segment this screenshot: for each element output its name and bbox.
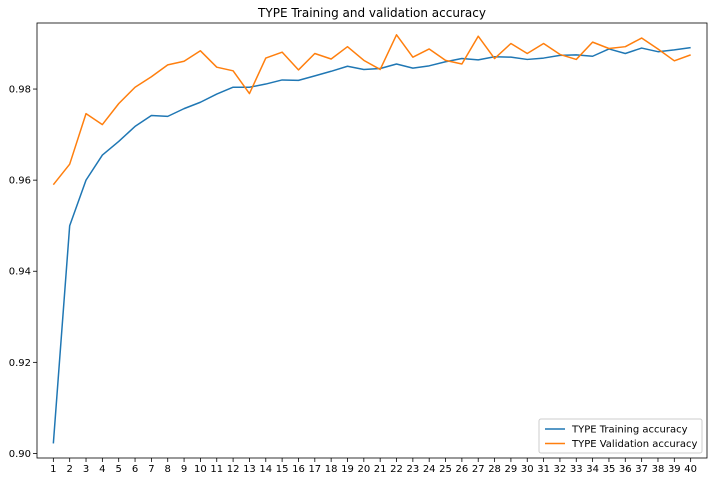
y-tick-label: 0.94 [9,267,31,278]
x-tick-label: 10 [194,464,207,475]
x-tick-label: 4 [99,464,105,475]
x-tick-label: 33 [570,464,583,475]
x-tick-label: 34 [586,464,599,475]
x-tick-label: 6 [132,464,138,475]
x-tick-label: 7 [148,464,154,475]
x-tick-label: 32 [554,464,567,475]
x-tick-label: 39 [668,464,681,475]
x-tick-label: 21 [374,464,387,475]
x-tick-label: 38 [652,464,665,475]
x-tick-label: 26 [456,464,469,475]
y-tick-label: 0.98 [9,85,31,96]
x-tick-label: 14 [259,464,272,475]
plot-frame [36,22,708,459]
x-tick-label: 25 [439,464,452,475]
legend-box [538,418,703,454]
x-tick-label: 36 [619,464,632,475]
y-axis: 0.90 0.92 0.94 0.96 0.98 [9,85,37,460]
x-tick-label: 8 [165,464,171,475]
x-tick-label: 24 [423,464,436,475]
x-tick-label: 37 [635,464,648,475]
x-tick-label: 28 [488,464,501,475]
chart-title: TYPE Training and validation accuracy [257,6,486,20]
x-tick-label: 27 [472,464,485,475]
x-tick-label: 12 [227,464,240,475]
y-tick-label: 0.90 [9,449,31,460]
x-tick-label: 20 [357,464,370,475]
x-tick-label: 23 [406,464,419,475]
y-tick-label: 0.92 [9,358,31,369]
training-accuracy-line [52,46,691,444]
x-tick-label: 9 [181,464,187,475]
x-tick-label: 40 [684,464,697,475]
y-tick-label: 0.96 [9,176,31,187]
x-tick-label: 15 [276,464,289,475]
x-tick-label: 30 [521,464,534,475]
x-tick-label: 29 [505,464,518,475]
legend: TYPE Training accuracy TYPE Validation ac… [538,418,703,454]
x-tick-label: 17 [308,464,321,475]
legend-entry: TYPE Validation accuracy [571,439,698,450]
series-lines [52,34,691,444]
legend-entry: TYPE Training accuracy [571,425,688,436]
x-tick-label: 22 [390,464,403,475]
x-tick-label: 5 [116,464,122,475]
x-tick-label: 31 [537,464,550,475]
x-tick-label: 16 [292,464,305,475]
x-tick-label: 11 [210,464,223,475]
x-tick-label: 18 [325,464,338,475]
x-axis: 1 2 3 4 5 6 7 8 9 10 11 12 13 14 15 16 17 18 19 20 21 22 23 24 2… [50,458,697,475]
x-tick-label: 19 [341,464,354,475]
x-tick-label: 13 [243,464,256,475]
x-tick-label: 35 [603,464,616,475]
x-tick-label: 3 [83,464,89,475]
x-tick-label: 1 [50,464,56,475]
validation-accuracy-line [52,34,691,186]
plot-area [36,22,708,459]
x-tick-label: 2 [66,464,72,475]
